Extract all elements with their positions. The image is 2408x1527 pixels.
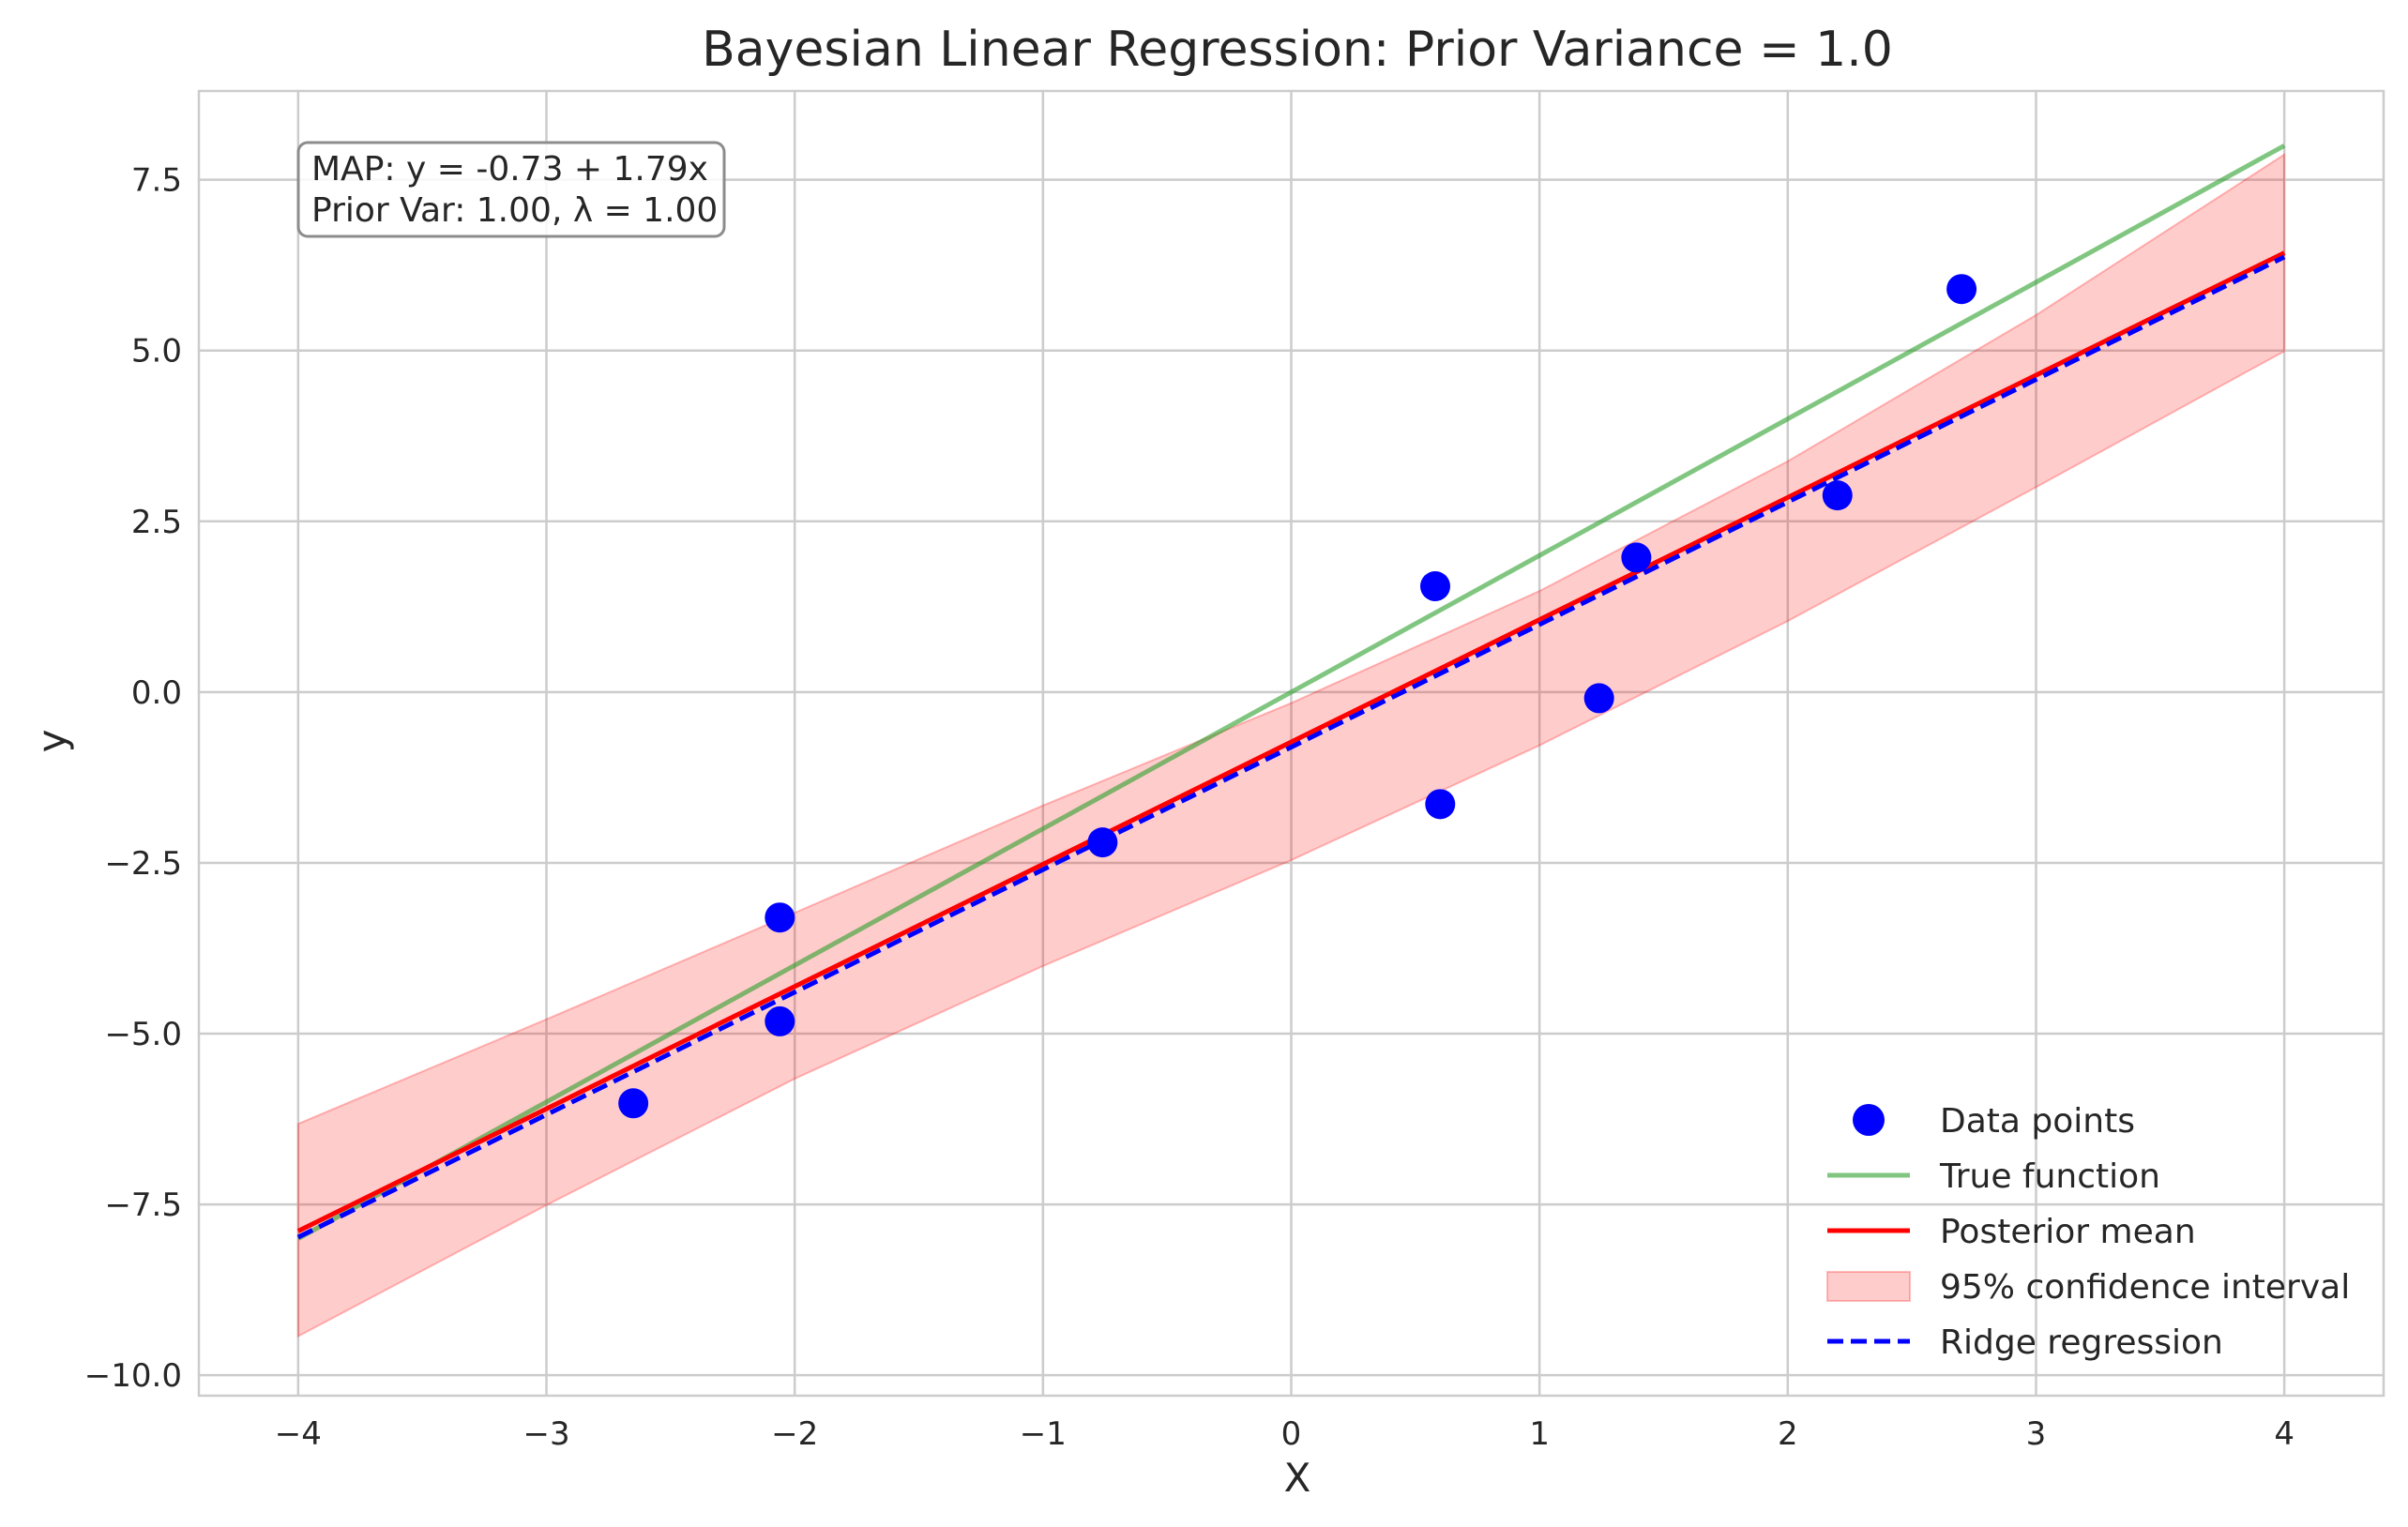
y-axis-label: y [29, 730, 75, 753]
legend-marker-data-points [1853, 1104, 1885, 1136]
series-lines [296, 144, 2286, 1241]
tick-labels: −4 −3 −2 −1 0 1 2 3 4 −10.0 −7.5 −5.0 −2.5 0.0 2.5 5.0 7… [84, 162, 2294, 1453]
data-point [1946, 274, 1977, 305]
chart-title: Bayesian Linear Regression: Prior Varian… [702, 22, 1893, 78]
y-tick-label: −7.5 [104, 1187, 182, 1224]
ridge-regression-line [296, 254, 2286, 1240]
map-annotation: MAP: y = -0.73 + 1.79x Prior Var: 1.00, … [296, 141, 726, 238]
x-tick-label: 1 [1529, 1415, 1550, 1453]
x-tick-label: 0 [1281, 1415, 1302, 1453]
data-point [1420, 570, 1451, 601]
data-point [765, 902, 795, 933]
x-tick-label: −4 [275, 1415, 322, 1453]
data-points [618, 274, 1977, 1119]
y-tick-label: −5.0 [104, 1016, 182, 1053]
data-point [1087, 827, 1118, 858]
annotation-line-2: Prior Var: 1.00, λ = 1.00 [311, 191, 718, 230]
x-tick-label: 4 [2274, 1415, 2294, 1453]
data-point [1425, 789, 1456, 820]
legend-label-data-points: Data points [1940, 1102, 2135, 1141]
legend-label-posterior-mean: Posterior mean [1940, 1213, 2196, 1251]
data-point [618, 1088, 649, 1119]
annotation-line-1: MAP: y = -0.73 + 1.79x [311, 150, 708, 189]
annotation-frame [296, 141, 726, 238]
y-tick-label: 7.5 [131, 162, 182, 200]
y-tick-label: 5.0 [131, 333, 182, 370]
x-tick-label: −3 [522, 1415, 569, 1453]
x-tick-label: −1 [1020, 1415, 1067, 1453]
y-tick-label: −10.0 [84, 1357, 182, 1395]
x-axis-label: X [1284, 1455, 1311, 1501]
x-tick-label: 3 [2026, 1415, 2047, 1453]
data-point [1583, 683, 1614, 714]
legend-label-ridge-regression: Ridge regression [1940, 1323, 2223, 1362]
legend-marker-confidence-interval [1826, 1271, 1911, 1302]
x-tick-label: −2 [771, 1415, 818, 1453]
true-function-line [296, 144, 2286, 1241]
y-tick-label: 0.0 [131, 674, 182, 712]
y-tick-label: 2.5 [131, 504, 182, 541]
plot-frame [197, 89, 2385, 1398]
legend: Data points True function Posterior mean… [1826, 1102, 2350, 1362]
x-tick-label: 2 [1778, 1415, 1798, 1453]
y-tick-label: −2.5 [104, 845, 182, 883]
data-point [765, 1005, 795, 1036]
legend-label-confidence-interval: 95% confidence interval [1940, 1268, 2350, 1307]
legend-label-true-function: True function [1939, 1157, 2160, 1196]
data-point [1822, 480, 1853, 511]
data-point [1621, 542, 1652, 573]
posterior-mean-line [296, 250, 2286, 1233]
